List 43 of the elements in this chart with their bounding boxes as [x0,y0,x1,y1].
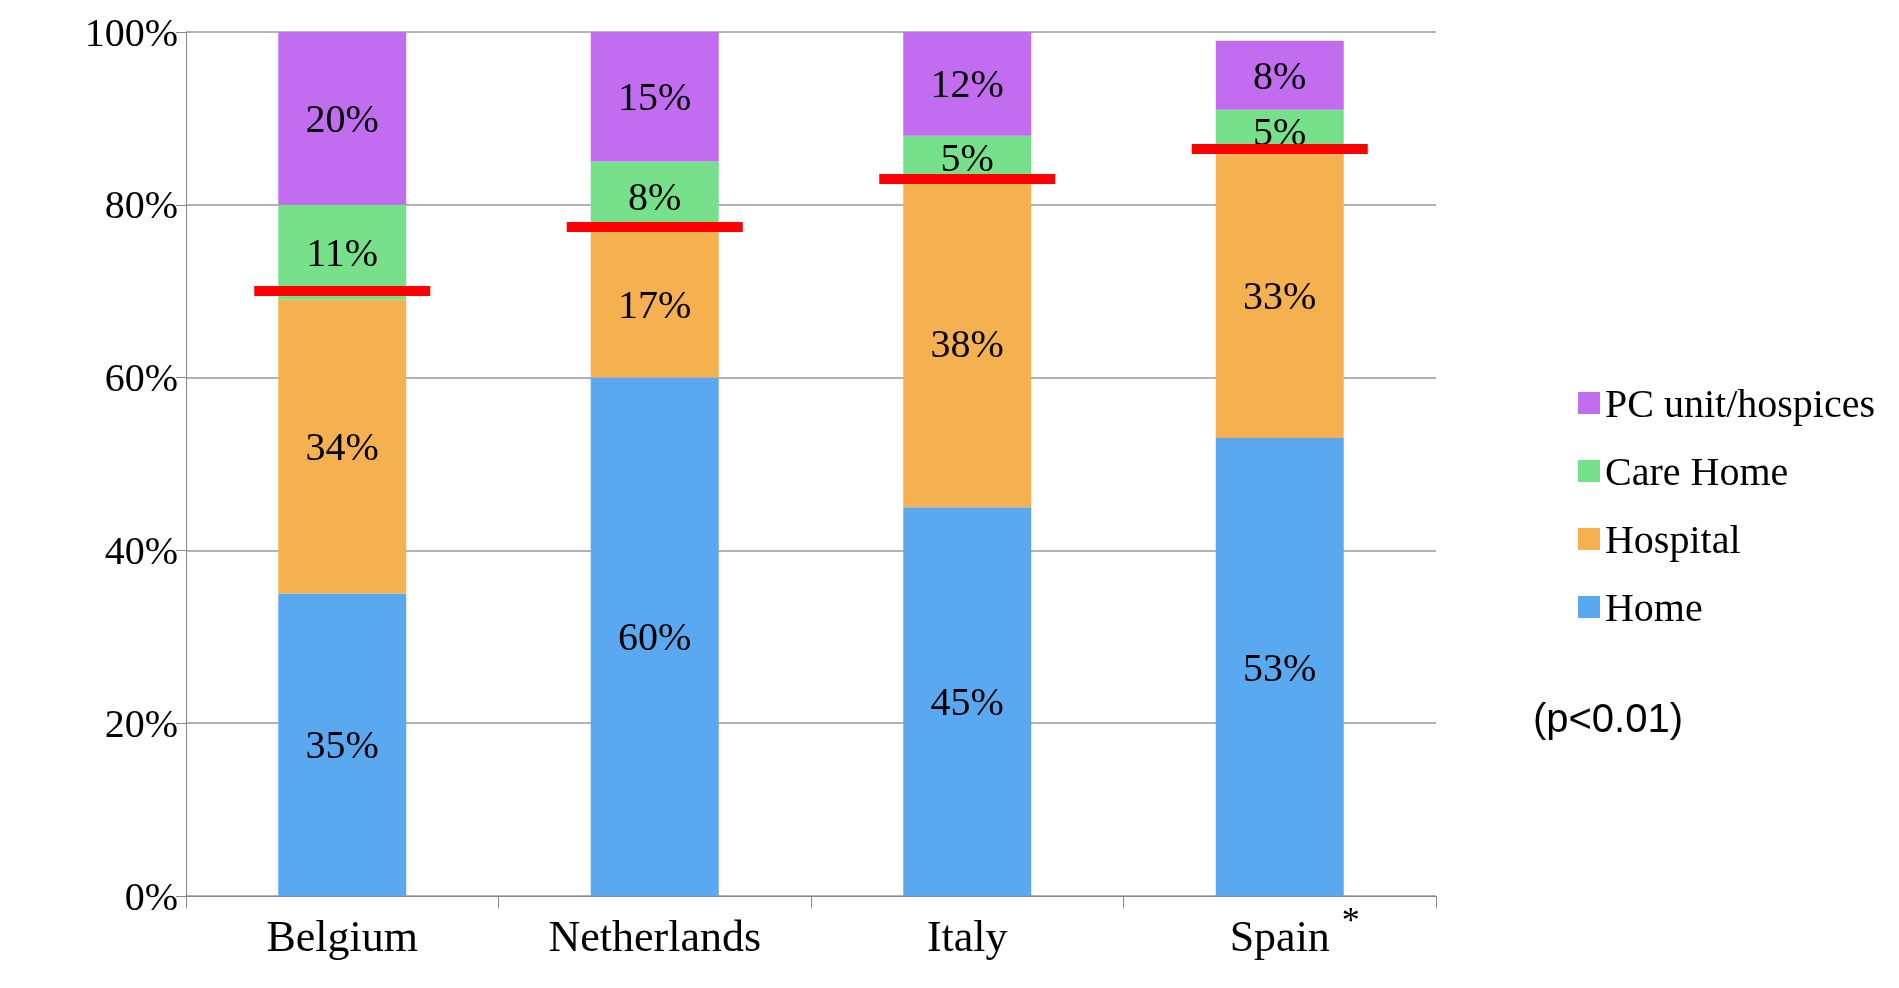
y-tick-label: 100% [84,9,178,55]
bar [1215,40,1344,110]
bar [903,507,1032,896]
text: (p<0.01) [1532,696,1684,740]
data-label: 17% [618,281,692,327]
data-label: 33% [1243,273,1317,319]
data-label: 5% [940,134,994,180]
data-label: 53% [1243,644,1317,690]
data-label: 12% [930,61,1004,107]
bar [590,32,719,162]
y-tick-label: 20% [104,700,178,746]
bar [278,299,407,594]
bar [1215,438,1344,896]
data-label: 20% [305,95,379,141]
legend-label: PC unit/hospices [1604,380,1876,426]
bar [278,32,407,205]
data-label: 8% [628,173,682,219]
y-tick-label: 0% [124,873,178,919]
legend-label: Hospital [1604,516,1741,562]
x-tick-label: Netherlands [548,911,762,961]
annotation: * [1341,900,1360,940]
data-label: 34% [305,424,379,470]
data-label: 15% [618,74,692,120]
legend-label: Home [1604,584,1703,630]
x-tick-label: Italy [926,911,1008,961]
x-tick-label: Belgium [266,911,419,961]
data-label: 45% [930,679,1004,725]
y-tick-label: 60% [104,355,178,401]
bar [590,230,719,378]
bar [903,32,1032,136]
data-label: 38% [930,320,1004,366]
x-tick-label: Spain [1229,911,1330,961]
data-label: 35% [305,722,379,768]
y-tick-label: 80% [104,182,178,228]
data-label: 11% [306,229,379,275]
bar [590,377,719,896]
y-tick-label: 40% [104,527,178,573]
bar [278,593,407,896]
data-label: 8% [1253,52,1307,98]
legend-label: Care Home [1604,448,1789,494]
data-label: 5% [1253,108,1307,154]
bar [1215,152,1344,439]
data-label: 60% [618,614,692,660]
